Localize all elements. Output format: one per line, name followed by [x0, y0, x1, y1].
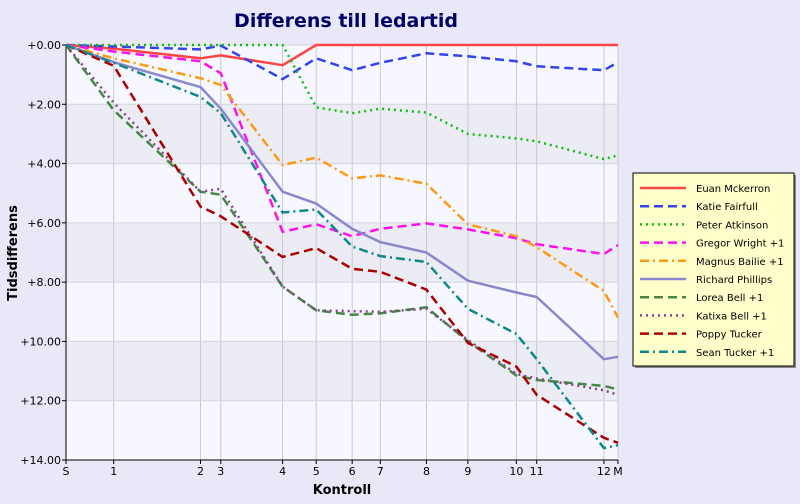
x-tick-label: 9: [464, 465, 471, 478]
x-tick-label: 5: [313, 465, 320, 478]
plot-band: [66, 104, 618, 164]
plot-band: [66, 45, 618, 105]
y-tick-label: +6.00: [27, 217, 61, 230]
axes: +0.00 +2.00 +4.00 +6.00 +8.00 +10.00 +12.00 +14…: [20, 39, 622, 478]
y-axis-label: Tidsdifferens: [6, 205, 21, 301]
x-tick-label: 8: [423, 465, 430, 478]
chart-title: Differens till ledartid: [234, 10, 458, 32]
legend-label: Euan Mckerron: [696, 184, 770, 195]
y-tick-label: +12.00: [20, 395, 61, 408]
x-tick-label: 12: [597, 465, 611, 478]
series-line-9: [65, 43, 619, 444]
series-line-10: [65, 43, 619, 450]
series-line-3: [66, 43, 619, 161]
plot-background: [66, 45, 618, 460]
x-tick-label: 6: [349, 465, 356, 478]
plot-band: [66, 400, 618, 460]
chart-labels: Differens till ledartid Kontroll Tidsdif…: [6, 10, 458, 498]
legend-label: Lorea Bell +1: [696, 293, 763, 304]
plot-band: [66, 341, 618, 401]
legend-label: Richard Phillips: [696, 275, 772, 286]
x-tick-label: 3: [217, 465, 224, 478]
legend-label: Gregor Wright +1: [696, 239, 784, 250]
legend-label: Sean Tucker +1: [696, 348, 774, 359]
series-line-8: [65, 44, 619, 396]
x-tick-label: S: [63, 465, 70, 478]
legend-label: Katie Fairfull: [696, 202, 758, 213]
legend-label: Katixa Bell +1: [696, 311, 767, 322]
x-tick-label: 7: [377, 465, 384, 478]
legend: Euan Mckerron Katie Fairfull Peter Atkinso…: [632, 172, 796, 368]
y-tick-label: +2.00: [27, 98, 61, 111]
series-line-5: [65, 43, 620, 319]
plot-band: [66, 222, 618, 283]
series-line-7: [64, 44, 619, 391]
legend-label: Peter Atkinson: [696, 220, 768, 231]
x-tick-label: 1: [110, 465, 117, 478]
y-tick-label: +10.00: [20, 335, 61, 348]
y-tick-label: +8.00: [27, 276, 61, 289]
x-tick-label: M: [613, 465, 623, 478]
x-tick-label: 4: [279, 465, 286, 478]
series-layer: [64, 43, 620, 450]
legend-label: Magnus Bailie +1: [696, 257, 784, 268]
series-line-6: [65, 43, 619, 361]
y-tick-label: +0.00: [27, 39, 61, 52]
series-line-1: [65, 43, 618, 67]
x-tick-label: 10: [509, 465, 523, 478]
x-tick-label: 11: [530, 465, 544, 478]
x-tick-label: 2: [197, 465, 204, 478]
x-axis-label: Kontroll: [313, 483, 372, 498]
y-tick-label: +14.00: [20, 454, 61, 467]
legend-label: Poppy Tucker: [696, 330, 763, 341]
y-tick-label: +4.00: [27, 158, 61, 171]
